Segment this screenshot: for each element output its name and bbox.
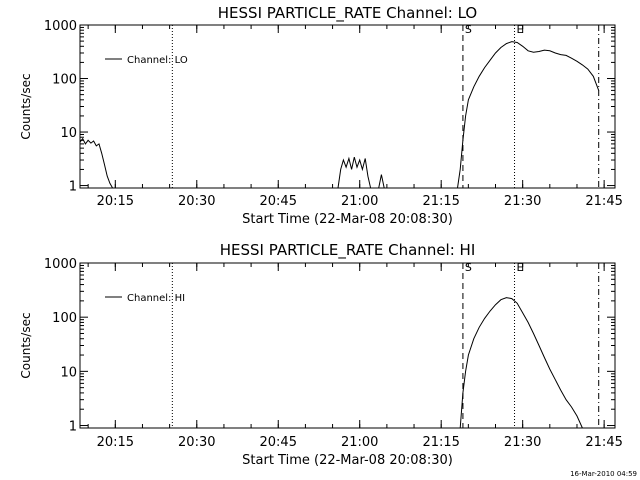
x-tick-label: 21:00 [341,435,378,450]
y-tick-label: 10 [60,126,77,141]
chart-title: HESSI PARTICLE_RATE Channel: HI [220,241,476,260]
x-tick-label: 21:45 [585,194,622,209]
series-line [457,41,600,189]
x-tick-label: 21:15 [422,435,459,450]
y-axis-label: Counts/sec [19,312,33,378]
y-tick-label: 1 [69,420,77,435]
y-tick-label: 1 [69,180,77,195]
x-tick-label: 21:45 [585,435,622,450]
x-tick-label: 21:15 [422,194,459,209]
marker-label: E [517,23,524,36]
y-tick-label: 1000 [44,257,77,272]
series-line [459,297,583,429]
y-tick-label: 1000 [44,19,77,34]
x-tick-label: 21:30 [504,194,541,209]
y-tick-label: 10 [60,365,77,380]
marker-label: S [465,261,472,274]
series-line [337,156,374,189]
y-axis-label: Counts/sec [19,73,33,139]
series-line [79,137,114,189]
x-tick-label: 20:45 [260,194,297,209]
chart-title: HESSI PARTICLE_RATE Channel: LO [218,4,477,23]
x-axis-label: Start Time (22-Mar-08 20:08:30) [242,212,453,227]
legend-label: Channel: HI [127,293,185,304]
series-line [378,174,385,189]
timestamp: 16-Mar-2010 04:59 [570,470,637,478]
plot-frame [79,262,616,429]
chart-panel-lo: HESSI PARTICLE_RATE Channel: LO Counts/se… [19,4,623,227]
legend-label: Channel: LO [127,55,188,66]
y-tick-label: 100 [52,311,77,326]
x-tick-label: 20:15 [97,194,134,209]
x-tick-label: 21:00 [341,194,378,209]
x-tick-label: 20:15 [97,435,134,450]
x-tick-label: 20:30 [178,194,215,209]
y-tick-label: 100 [52,73,77,88]
marker-label: S [465,23,472,36]
x-tick-label: 20:45 [260,435,297,450]
x-tick-label: 21:30 [504,435,541,450]
marker-label: E [517,261,524,274]
x-axis-label: Start Time (22-Mar-08 20:08:30) [242,453,453,468]
chart-panel-hi: HESSI PARTICLE_RATE Channel: HI Counts/se… [19,241,623,468]
x-tick-label: 20:30 [178,435,215,450]
